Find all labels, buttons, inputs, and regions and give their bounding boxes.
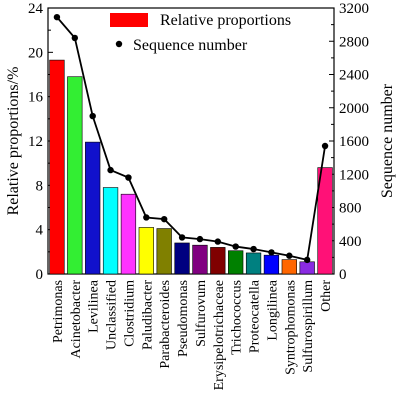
left-axis-tick-label: 16: [28, 90, 44, 106]
bar-levilinea: [85, 141, 101, 275]
right-axis-tick-label: 2800: [339, 34, 369, 50]
sequence-number-point: [214, 238, 222, 245]
bar-longilinea: [263, 254, 280, 275]
bar-trichococcus: [228, 250, 244, 275]
sequence-number-point: [232, 243, 239, 250]
bar-syntrophomonas: [281, 259, 297, 275]
left-axis-tick-label: 20: [28, 45, 43, 61]
sequence-number-point: [303, 256, 311, 264]
legend-label-relative-proportions: Relative proportions: [160, 12, 291, 29]
right-axis-tick-label: 1200: [339, 167, 369, 183]
sequence-number-point: [143, 214, 150, 221]
bar-erysipelotrichaceae: [210, 247, 226, 275]
left-axis-tick-label: 8: [36, 178, 44, 194]
sequence-number-point: [71, 34, 79, 42]
bar-pseudomonas: [174, 242, 190, 275]
left-axis-tick-label: 24: [28, 1, 44, 17]
left-axis-tick-label: 12: [28, 134, 43, 150]
category-label: Clostridium: [122, 280, 137, 347]
left-axis-title: Relative proportions/%: [5, 67, 22, 216]
bar-petrimonas: [49, 59, 65, 275]
left-axis-tick-label: 4: [36, 223, 44, 239]
legend-marker-sequence-number: [115, 40, 123, 48]
labels-layer: 0 4 8 12 16 20 24 0 400 800 1200 1600 2000 2400 2800 32…: [5, 1, 396, 390]
category-label: Sulfurospirillum: [301, 280, 316, 373]
bar-sulfurospirillum: [299, 261, 315, 275]
sequence-number-point: [178, 234, 186, 241]
category-label: Longilinea: [265, 279, 280, 340]
sequence-number-point: [196, 235, 204, 243]
bar-other: [317, 167, 333, 275]
bar-acinetobacter: [67, 76, 83, 275]
category-label: Levilinea: [87, 279, 102, 333]
category-label: Acinetobacter: [69, 280, 84, 359]
right-axis-tick-label: 1600: [339, 134, 369, 150]
right-axis-tick-label: 3200: [339, 1, 369, 17]
sequence-number-point: [250, 245, 257, 253]
right-axis-tick-label: 0: [339, 267, 347, 283]
category-label: Other: [319, 280, 334, 312]
right-axis-tick-label: 400: [339, 234, 362, 250]
category-label: Paludibacter: [140, 280, 155, 350]
sequence-number-point: [53, 13, 61, 21]
left-axis-tick-label: 0: [36, 267, 44, 283]
sequence-number-point: [107, 166, 114, 174]
sequence-number-line: [56, 16, 326, 261]
bars-layer: [49, 59, 333, 275]
bar-unclassified: [102, 187, 119, 275]
bar-parabacteroides: [156, 228, 172, 275]
sequence-number-point: [125, 174, 132, 181]
bar-clostridium: [120, 193, 137, 275]
category-label: Parabacteroides: [158, 280, 173, 369]
legend: Relative proportions Sequence number: [110, 12, 291, 54]
right-axis-tick-label: 2000: [339, 101, 369, 117]
right-axis-title: Sequence number: [379, 83, 396, 198]
bar-proteocatella: [245, 252, 262, 275]
category-label: Erysipelotrichaceae: [212, 280, 227, 390]
category-label: Petrimonas: [51, 280, 66, 343]
sequence-number-point: [286, 252, 293, 259]
sequence-number-point: [89, 112, 96, 120]
category-label: Sulfurovum: [194, 280, 209, 347]
category-label: Syntrophomonas: [283, 280, 298, 375]
legend-label-sequence-number: Sequence number: [133, 37, 248, 54]
category-label: Trichococcus: [230, 280, 245, 355]
category-label: Pseudomonas: [176, 280, 191, 357]
right-axis-tick-label: 2400: [339, 68, 369, 84]
sequence-number-point: [321, 142, 329, 150]
legend-swatch-relative-proportions: [110, 13, 148, 27]
bar-sulfurovum: [192, 244, 208, 275]
sequence-number-point: [160, 215, 168, 223]
bar-paludibacter: [138, 227, 154, 275]
category-label: Proteocatella: [248, 279, 263, 353]
category-label: Unclassified: [105, 280, 120, 350]
line-layer: [53, 13, 329, 264]
right-axis-tick-label: 800: [339, 201, 362, 217]
sequence-number-point: [268, 249, 275, 256]
